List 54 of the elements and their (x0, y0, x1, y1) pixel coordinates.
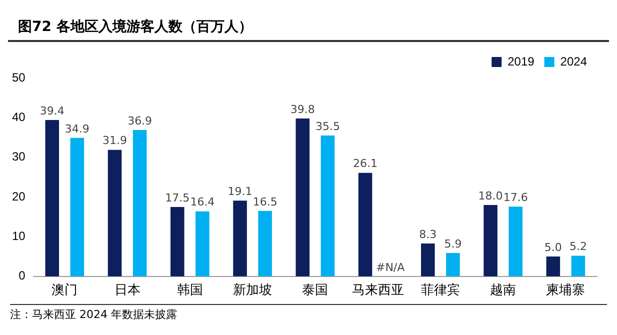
y-tick-label: 10 (12, 229, 26, 244)
data-label: 5.2 (569, 240, 587, 254)
legend-label: 2019 (508, 54, 535, 68)
data-label: 19.1 (228, 184, 252, 198)
y-tick-label: 30 (12, 150, 26, 164)
y-tick-label: 0 (18, 268, 26, 283)
legend-label: 2024 (560, 54, 588, 68)
data-label: 16.4 (190, 196, 215, 209)
bar (70, 138, 84, 276)
chart-title: 图72 各地区入境游客人数（百万人） (8, 14, 609, 42)
x-tick-label: 越南 (490, 282, 516, 297)
x-tick-label: 泰国 (302, 282, 328, 297)
x-tick-label: 菲律宾 (420, 282, 460, 297)
x-tick-label: 日本 (114, 282, 140, 297)
bar (108, 150, 122, 276)
bar (484, 204, 498, 276)
data-label: 17.6 (503, 190, 528, 204)
x-tick-label: 新加坡 (233, 282, 272, 297)
bar (358, 172, 372, 276)
data-label: 31.9 (102, 134, 128, 148)
data-label: 8.3 (419, 228, 437, 241)
bar (258, 210, 272, 276)
bar (170, 206, 184, 276)
data-label: 16.5 (252, 195, 278, 208)
data-label: 18.0 (478, 189, 503, 202)
x-tick-label: 马来西亚 (352, 282, 404, 297)
bar (546, 256, 560, 276)
data-label: 5.0 (544, 240, 562, 254)
bar (571, 256, 586, 276)
data-label: 35.5 (315, 120, 340, 133)
bar (296, 118, 310, 276)
x-tick-label: 韩国 (176, 282, 203, 297)
x-tick-label: 柬埔寨 (546, 282, 586, 297)
x-tick-label: 澳门 (52, 282, 78, 297)
y-tick-label: 50 (12, 70, 26, 84)
bar (320, 136, 335, 276)
y-tick-label: 20 (12, 189, 26, 204)
data-label: 34.9 (64, 122, 90, 136)
data-label: 39.4 (40, 104, 64, 118)
text: 注：马来西亚 2024 年数据未披露 (10, 307, 607, 322)
bar (446, 252, 460, 276)
y-tick-label: 40 (12, 110, 26, 124)
data-label: 17.5 (165, 191, 190, 204)
bar (233, 200, 247, 276)
data-label: 36.9 (128, 114, 152, 128)
data-label: 39.8 (290, 102, 315, 116)
data-label: 26.1 (353, 157, 378, 170)
text: #N/A (376, 260, 405, 274)
data-label: 5.9 (444, 237, 462, 250)
bar (196, 211, 210, 276)
bar (508, 206, 522, 276)
bar (421, 243, 435, 276)
bar (45, 120, 60, 276)
bar (132, 130, 147, 276)
